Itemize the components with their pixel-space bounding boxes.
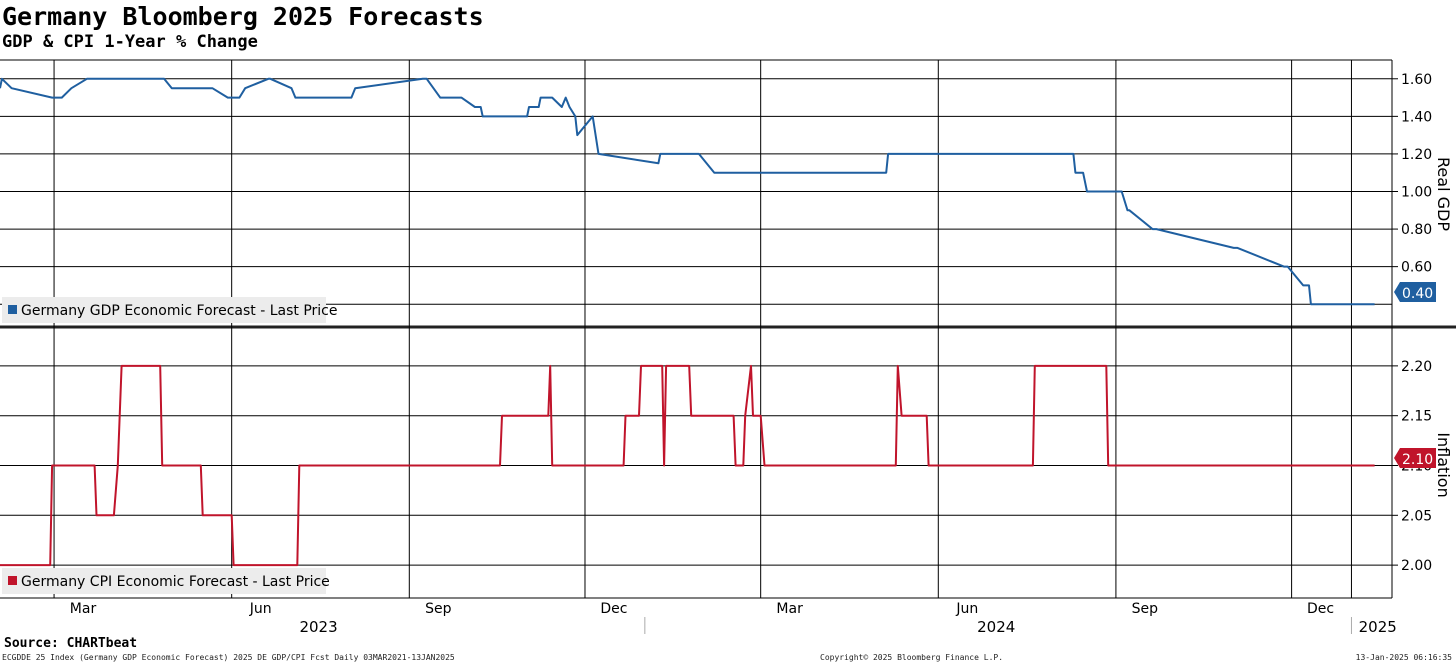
x-tick-label: Sep <box>425 601 452 617</box>
gdp-gridlines <box>0 78 1392 305</box>
x-tick-label: Dec <box>600 601 627 617</box>
vertical-gridlines <box>53 60 1352 598</box>
x-tick-label: Jun <box>249 601 272 617</box>
gdp-legend: Germany GDP Economic Forecast - Last Pri… <box>2 297 338 323</box>
source-label: Source: CHARTbeat <box>4 636 138 651</box>
cpi-axis-title: Inflation <box>1434 432 1453 497</box>
x-year-label: 2023 <box>299 618 337 636</box>
gdp-y-tick-label: 0.60 <box>1401 260 1432 276</box>
cpi-legend-label: Germany CPI Economic Forecast - Last Pri… <box>21 574 330 590</box>
x-year-label: 2024 <box>977 618 1015 636</box>
chart-title: Germany Bloomberg 2025 Forecasts <box>2 2 484 31</box>
gdp-series-line <box>0 77 1375 306</box>
chart-subtitle: GDP & CPI 1-Year % Change <box>2 32 258 52</box>
gdp-last-price-label: 0.40 <box>1402 286 1433 302</box>
footer-index-info: ECGDDE 25 Index (Germany GDP Economic Fo… <box>2 653 455 662</box>
gdp-y-tick-label: 0.80 <box>1401 222 1432 238</box>
cpi-y-tick-label: 2.00 <box>1401 558 1432 574</box>
x-tick-label: Dec <box>1307 601 1334 617</box>
cpi-last-price-tag: 2.10 <box>1394 448 1436 468</box>
gdp-y-tick-label: 1.60 <box>1401 72 1432 88</box>
x-axis: Mar Jun Sep Dec Mar Jun Sep Dec 2023 2024 2025 <box>70 601 1397 636</box>
footer-timestamp: 13-Jan-2025 06:16:35 <box>1355 653 1452 662</box>
x-tick-label: Mar <box>70 601 97 617</box>
gdp-last-price-tag: 0.40 <box>1394 282 1436 302</box>
cpi-series <box>0 364 1375 567</box>
cpi-legend-swatch <box>8 576 17 585</box>
gdp-y-tick-label: 1.00 <box>1401 185 1432 201</box>
cpi-series-line <box>0 364 1375 567</box>
x-tick-label: Jun <box>955 601 978 617</box>
gdp-legend-swatch <box>8 305 17 314</box>
cpi-last-price-label: 2.10 <box>1402 452 1433 468</box>
cpi-y-tick-label: 2.20 <box>1401 359 1432 375</box>
gdp-y-tick-label: 1.40 <box>1401 109 1432 125</box>
cpi-y-tick-label: 2.05 <box>1401 508 1432 524</box>
gdp-axis-title: Real GDP <box>1434 157 1453 231</box>
gdp-y-tick-label: 1.20 <box>1401 147 1432 163</box>
x-tick-label: Mar <box>776 601 803 617</box>
x-tick-label: Sep <box>1132 601 1159 617</box>
cpi-legend: Germany CPI Economic Forecast - Last Pri… <box>2 568 330 594</box>
gdp-axis-ticks: 0.60 0.80 1.00 1.20 1.40 1.60 <box>1392 72 1432 276</box>
gdp-legend-label: Germany GDP Economic Forecast - Last Pri… <box>21 303 338 319</box>
x-year-label: 2025 <box>1359 618 1397 636</box>
cpi-y-tick-label: 2.15 <box>1401 409 1432 425</box>
gdp-series <box>0 77 1375 306</box>
footer-copyright: Copyright© 2025 Bloomberg Finance L.P. <box>820 653 1004 662</box>
